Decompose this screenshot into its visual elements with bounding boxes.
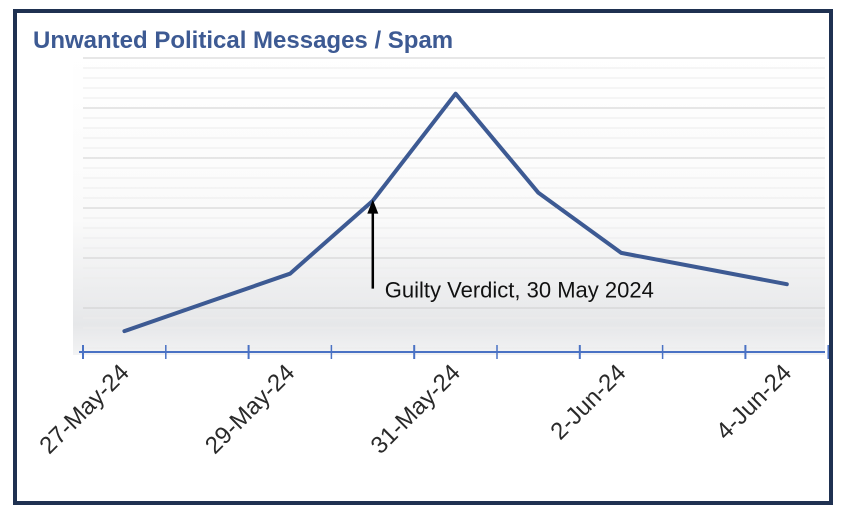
x-tick-label: 2-Jun-24	[545, 359, 631, 445]
annotation-label: Guilty Verdict, 30 May 2024	[385, 278, 654, 303]
line-chart: Unwanted Political Messages / Spam Guilt…	[33, 27, 829, 459]
x-tick-label: 29-May-24	[200, 359, 300, 459]
x-tick-labels: 27-May-24 29-May-24 31-May-24 2-Jun-24 4-Jun…	[34, 359, 797, 459]
x-tick-label: 27-May-24	[34, 359, 134, 459]
gridlines	[83, 57, 825, 349]
series-line	[122, 91, 789, 334]
x-axis	[79, 345, 829, 359]
annotation-arrow-head	[367, 199, 379, 214]
series	[122, 91, 789, 334]
chart-frame: Unwanted Political Messages / Spam Guilt…	[13, 9, 833, 505]
annotation: Guilty Verdict, 30 May 2024	[367, 199, 654, 303]
x-tick-label: 31-May-24	[366, 359, 466, 459]
x-tick-label: 4-Jun-24	[711, 359, 797, 445]
chart-title: Unwanted Political Messages / Spam	[33, 27, 453, 54]
